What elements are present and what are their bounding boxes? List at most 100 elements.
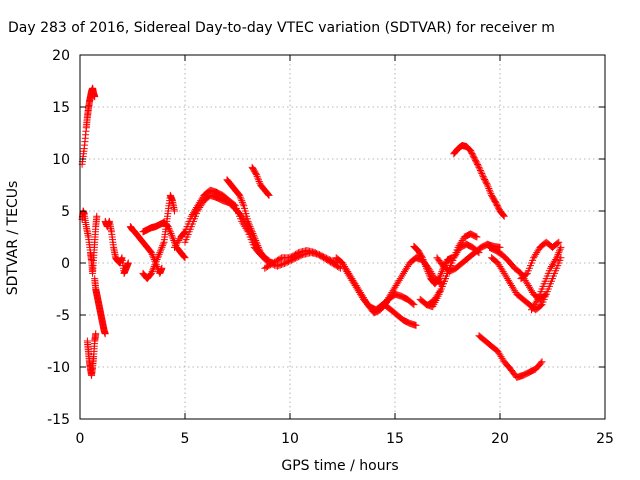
data-point xyxy=(421,261,429,269)
data-point xyxy=(419,256,427,264)
data-point xyxy=(180,230,188,238)
series-scatter-1 xyxy=(78,207,101,277)
data-point xyxy=(554,239,562,247)
data-point xyxy=(252,236,260,244)
data-point xyxy=(254,242,262,250)
data-point xyxy=(124,259,132,267)
data-point xyxy=(147,269,155,277)
series-right-low xyxy=(475,332,546,381)
y-tick-label: -15 xyxy=(47,412,70,428)
series-arc-main-2 xyxy=(181,191,265,257)
data-point xyxy=(169,235,177,243)
data-point xyxy=(437,269,445,277)
data-point xyxy=(537,359,545,367)
y-tick-label: 5 xyxy=(61,204,70,220)
data-point xyxy=(245,219,253,227)
series-mid-flat-2 xyxy=(265,249,340,270)
data-point xyxy=(438,268,446,276)
data-point xyxy=(486,188,494,196)
data-point xyxy=(250,233,258,241)
data-point xyxy=(250,231,258,239)
data-point xyxy=(409,300,417,308)
x-tick-label: 15 xyxy=(386,431,404,447)
data-point xyxy=(423,264,430,272)
data-point xyxy=(474,162,482,170)
chart-title: Day 283 of 2016, Sidereal Day-to-day VTE… xyxy=(8,20,555,36)
data-point xyxy=(436,287,444,295)
data-point xyxy=(552,256,560,264)
data-point xyxy=(180,253,188,261)
data-point xyxy=(476,166,484,174)
data-point xyxy=(157,245,165,253)
data-point xyxy=(252,169,260,177)
data-point xyxy=(148,250,156,258)
series-scatter-2 xyxy=(91,275,109,338)
data-points xyxy=(78,84,565,381)
grid-lines xyxy=(80,55,605,419)
data-point xyxy=(150,262,158,270)
data-point xyxy=(424,268,432,276)
data-point xyxy=(149,266,157,274)
data-point xyxy=(255,243,262,251)
data-point xyxy=(557,243,565,251)
data-point xyxy=(486,186,493,194)
data-point xyxy=(264,256,272,264)
data-point xyxy=(101,330,109,338)
data-point xyxy=(255,245,263,253)
data-point xyxy=(484,183,492,191)
x-tick-label: 20 xyxy=(491,431,509,447)
data-point xyxy=(485,184,493,192)
data-point xyxy=(435,275,443,283)
data-point xyxy=(479,171,486,179)
data-point xyxy=(476,165,484,173)
data-point xyxy=(248,226,255,234)
data-point xyxy=(254,174,262,182)
data-point xyxy=(264,191,272,199)
y-tick-label: -10 xyxy=(47,360,70,376)
series-arc-short xyxy=(248,163,273,199)
data-point xyxy=(150,264,157,272)
data-point xyxy=(239,200,247,208)
data-point xyxy=(555,249,563,257)
data-point xyxy=(154,254,162,262)
x-tick-label: 25 xyxy=(596,431,614,447)
data-point xyxy=(553,252,561,260)
data-point xyxy=(554,250,562,258)
data-point xyxy=(252,171,260,179)
data-point xyxy=(496,243,504,251)
data-point xyxy=(437,271,444,279)
data-point xyxy=(418,254,426,262)
data-point xyxy=(180,229,188,237)
series-arc-main-3 xyxy=(223,176,273,265)
data-point xyxy=(252,238,260,246)
data-point xyxy=(152,259,160,267)
data-point xyxy=(249,230,257,238)
data-point xyxy=(253,172,261,180)
data-point xyxy=(423,266,431,274)
data-point xyxy=(158,264,166,272)
data-point xyxy=(475,163,483,171)
x-tick-label: 5 xyxy=(181,431,190,447)
data-point xyxy=(168,233,176,241)
data-point xyxy=(472,232,480,240)
data-point xyxy=(166,226,174,234)
data-point xyxy=(165,224,173,232)
data-point xyxy=(483,180,491,188)
data-point xyxy=(556,247,563,255)
data-point xyxy=(253,240,261,248)
data-point xyxy=(420,257,428,265)
data-point xyxy=(251,235,259,243)
data-point xyxy=(181,254,189,262)
data-point xyxy=(167,230,175,238)
tick-labels: 0 5 10 15 20 25 -15 -10 -5 0 5 10 15 20 xyxy=(47,48,614,447)
data-point xyxy=(436,273,444,281)
data-point xyxy=(555,238,563,246)
y-axis-label: SDTVAR / TECUs xyxy=(5,181,21,296)
data-point xyxy=(237,195,245,203)
series-right-end xyxy=(517,238,563,283)
data-point xyxy=(238,197,246,205)
data-point xyxy=(92,330,100,338)
data-point xyxy=(159,242,167,250)
data-point xyxy=(147,249,155,257)
